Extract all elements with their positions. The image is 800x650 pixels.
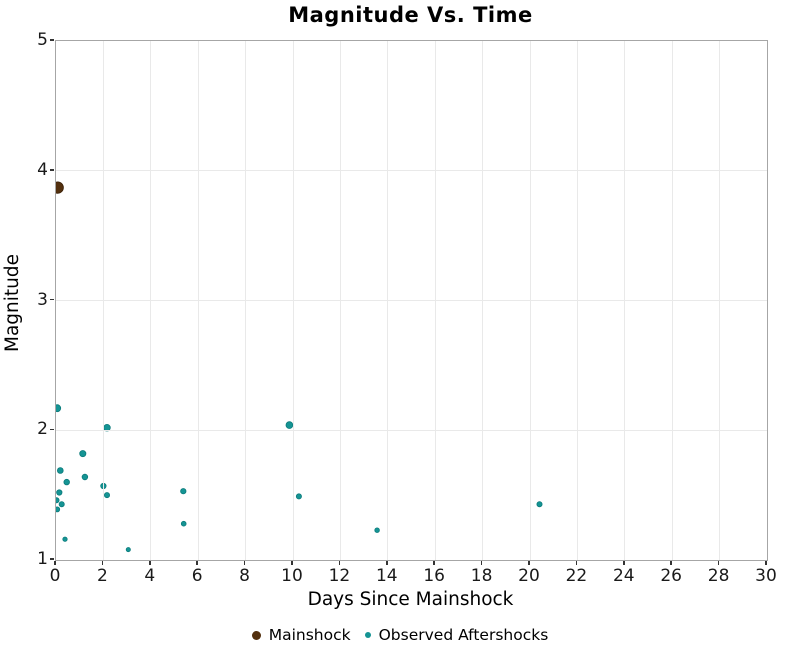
data-point-observed-aftershocks	[57, 467, 64, 474]
legend-label: Observed Aftershocks	[378, 626, 549, 644]
y-tick-mark	[50, 298, 54, 301]
x-tick-label: 2	[96, 566, 108, 586]
data-point-observed-aftershocks	[58, 501, 65, 508]
x-tick-label: 0	[49, 566, 61, 586]
x-tick-label: 6	[191, 566, 203, 586]
legend-item-observed-aftershocks: Observed Aftershocks	[364, 626, 549, 644]
x-tick-label: 16	[423, 566, 445, 586]
data-point-observed-aftershocks	[56, 497, 60, 504]
chart-title: Magnitude Vs. Time	[288, 3, 533, 27]
x-axis-title: Days Since Mainshock	[307, 589, 514, 610]
y-tick-mark	[50, 558, 54, 560]
x-tick-label: 4	[144, 566, 156, 586]
data-point-observed-aftershocks	[56, 489, 63, 496]
x-tick-mark	[670, 561, 672, 565]
data-point-observed-aftershocks	[81, 473, 89, 481]
x-tick-label: 10	[281, 566, 303, 586]
data-point-observed-aftershocks	[63, 478, 70, 486]
y-tick-mark	[50, 39, 54, 41]
x-tick-mark	[149, 561, 151, 565]
x-tick-label: 18	[470, 566, 493, 586]
y-gridline	[56, 429, 767, 431]
data-point-observed-aftershocks	[62, 536, 68, 542]
data-point-observed-aftershocks	[125, 547, 131, 553]
y-tick-label: 5	[37, 30, 48, 50]
x-tick-label: 26	[660, 566, 682, 586]
x-tick-mark	[528, 561, 530, 565]
y-tick-label: 4	[37, 159, 48, 180]
x-tick-label: 28	[707, 566, 730, 586]
x-tick-mark	[196, 561, 198, 565]
data-point-observed-aftershocks	[295, 493, 302, 500]
scatter-plot-svg	[56, 181, 543, 553]
x-tick-mark	[101, 561, 104, 565]
x-tick-mark	[243, 561, 246, 565]
data-point-observed-aftershocks	[180, 488, 187, 495]
x-tick-label: 24	[612, 566, 635, 586]
x-tick-label: 20	[518, 566, 540, 586]
x-tick-label: 14	[375, 566, 398, 586]
y-tick-label: 1	[37, 549, 48, 569]
x-tick-mark	[291, 561, 293, 565]
x-tick-mark	[54, 561, 56, 565]
plot-panel	[55, 40, 768, 561]
x-tick-mark	[765, 561, 767, 565]
legend-item-mainshock: Mainshock	[251, 626, 351, 644]
x-tick-label: 8	[239, 566, 250, 586]
y-tick-label: 2	[37, 419, 48, 440]
data-point-observed-aftershocks	[56, 404, 62, 413]
x-tick-label: 30	[755, 566, 777, 586]
x-tick-mark	[480, 561, 483, 565]
x-tick-mark	[575, 561, 578, 565]
x-tick-mark	[338, 561, 341, 565]
data-point-observed-aftershocks	[79, 450, 87, 458]
x-tick-label: 12	[328, 566, 351, 586]
y-gridline	[56, 300, 767, 301]
legend: Mainshock Observed Aftershocks	[0, 622, 800, 648]
y-gridline	[56, 170, 767, 172]
data-point-observed-aftershocks	[104, 492, 111, 499]
data-point-observed-aftershocks	[56, 506, 61, 513]
x-tick-mark	[623, 561, 625, 565]
data-point-mainshock	[56, 181, 64, 194]
x-tick-label: 22	[565, 566, 588, 586]
y-tick-mark	[50, 428, 54, 430]
x-tick-mark	[433, 561, 435, 565]
data-point-observed-aftershocks	[180, 520, 187, 527]
x-tick-mark	[717, 561, 720, 565]
legend-dot-icon	[364, 632, 371, 638]
data-point-observed-aftershocks	[374, 527, 380, 533]
legend-dot-icon	[251, 630, 261, 640]
y-tick-mark	[50, 169, 54, 171]
x-tick-mark	[386, 561, 388, 565]
data-point-observed-aftershocks	[536, 501, 543, 508]
plot-area	[56, 41, 767, 560]
legend-label: Mainshock	[268, 626, 351, 644]
y-tick-label: 3	[37, 289, 48, 310]
